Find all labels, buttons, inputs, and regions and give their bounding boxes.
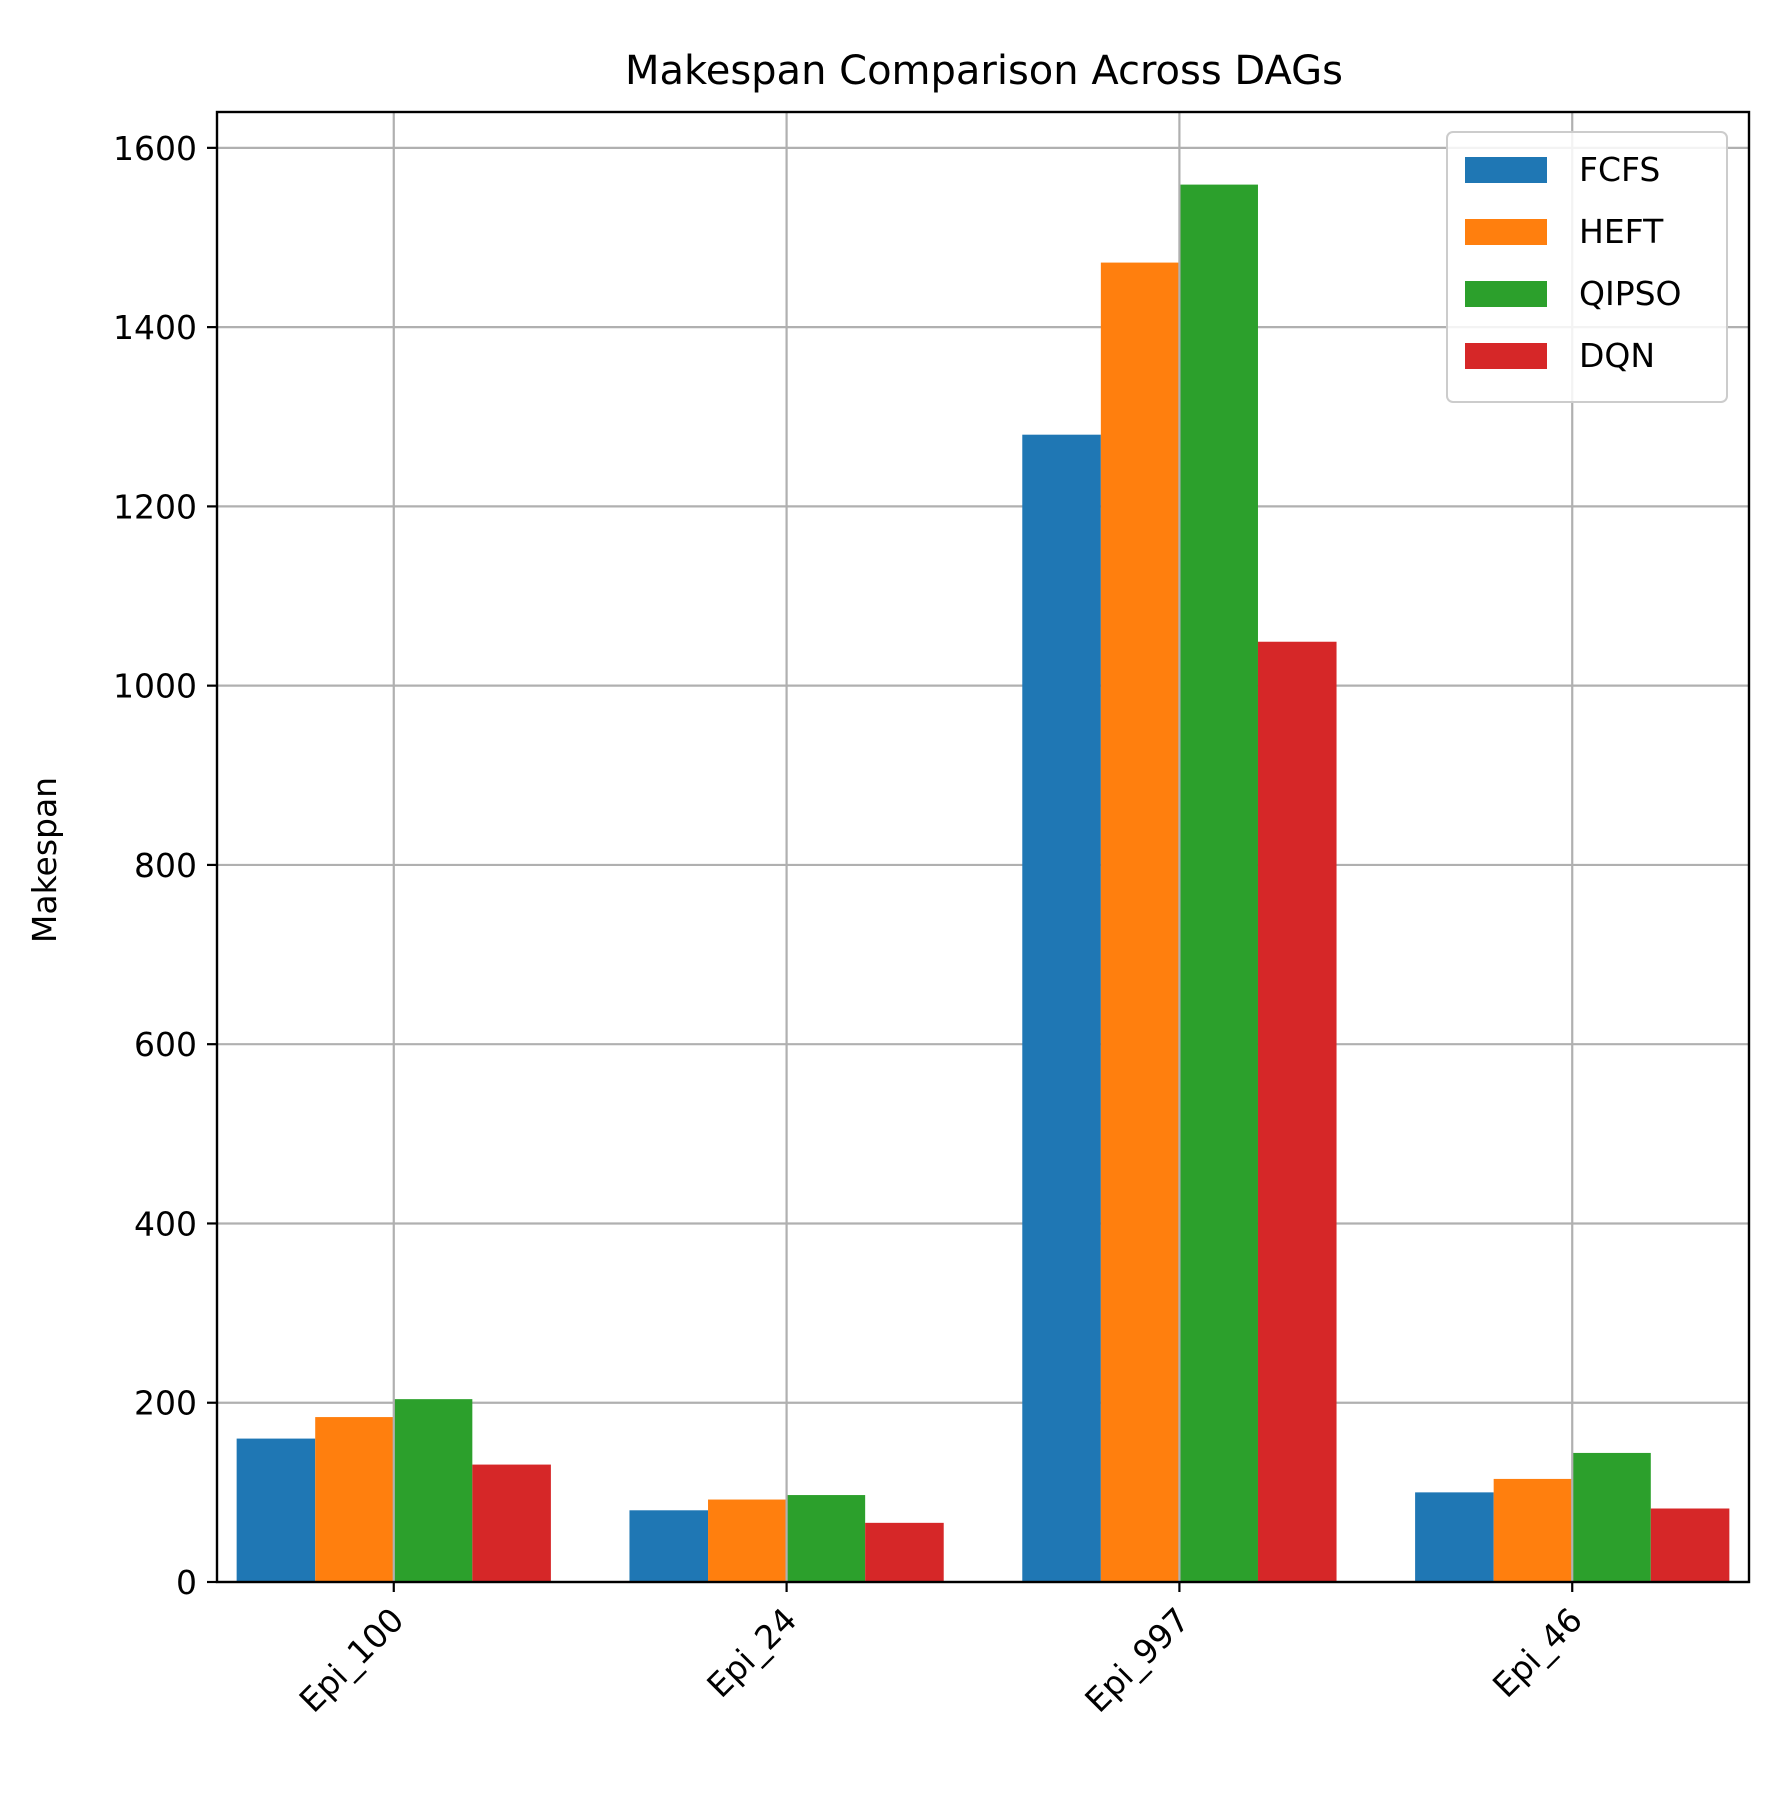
plot-frame bbox=[215, 110, 1751, 1584]
y-tick-label: 600 bbox=[134, 1025, 197, 1064]
bar-qipso-epi_46 bbox=[1572, 1452, 1651, 1582]
legend-swatch-dqn bbox=[1465, 343, 1547, 369]
legend-swatch-fcfs bbox=[1465, 157, 1547, 183]
bar-dqn-epi_24 bbox=[865, 1522, 944, 1582]
legend-swatch-qipso bbox=[1465, 281, 1547, 307]
y-tick-label: 1200 bbox=[113, 487, 197, 526]
y-tick-label: 200 bbox=[134, 1384, 197, 1423]
legend-label-fcfs: FCFS bbox=[1579, 150, 1660, 189]
y-tick-label: 0 bbox=[176, 1563, 197, 1602]
y-tick-label: 1000 bbox=[113, 667, 197, 706]
bar-fcfs-epi_997 bbox=[1022, 434, 1101, 1583]
legend-label-dqn: DQN bbox=[1579, 336, 1655, 375]
y-axis-label: Makespan bbox=[25, 777, 64, 943]
bar-qipso-epi_24 bbox=[786, 1495, 866, 1582]
legend: FCFS HEFT QIPSO DQN bbox=[1446, 131, 1728, 403]
bar-fcfs-epi_100 bbox=[236, 1438, 316, 1582]
legend-label-heft: HEFT bbox=[1579, 212, 1664, 251]
y-tick-label: 1600 bbox=[113, 129, 197, 168]
bar-qipso-epi_100 bbox=[393, 1399, 473, 1582]
bar-heft-epi_997 bbox=[1100, 262, 1180, 1583]
bar-heft-epi_46 bbox=[1493, 1478, 1573, 1582]
bar-heft-epi_24 bbox=[708, 1499, 787, 1582]
bar-dqn-epi_100 bbox=[472, 1464, 551, 1582]
bar-heft-epi_100 bbox=[315, 1417, 394, 1582]
bar-dqn-epi_46 bbox=[1650, 1508, 1730, 1582]
bars-layer bbox=[236, 112, 1730, 1583]
chart-title: Makespan Comparison Across DAGs bbox=[625, 48, 1343, 94]
y-tick-label: 400 bbox=[134, 1204, 197, 1243]
bar-fcfs-epi_46 bbox=[1415, 1492, 1494, 1582]
legend-swatch-heft bbox=[1465, 219, 1547, 245]
y-tick-label: 1400 bbox=[113, 308, 197, 347]
legend-label-qipso: QIPSO bbox=[1579, 274, 1682, 313]
y-tick-label: 800 bbox=[134, 846, 197, 885]
bar-qipso-epi_997 bbox=[1179, 184, 1258, 1583]
bar-dqn-epi_997 bbox=[1257, 641, 1337, 1582]
bar-fcfs-epi_24 bbox=[629, 1510, 709, 1582]
legend-box bbox=[1446, 131, 1728, 403]
